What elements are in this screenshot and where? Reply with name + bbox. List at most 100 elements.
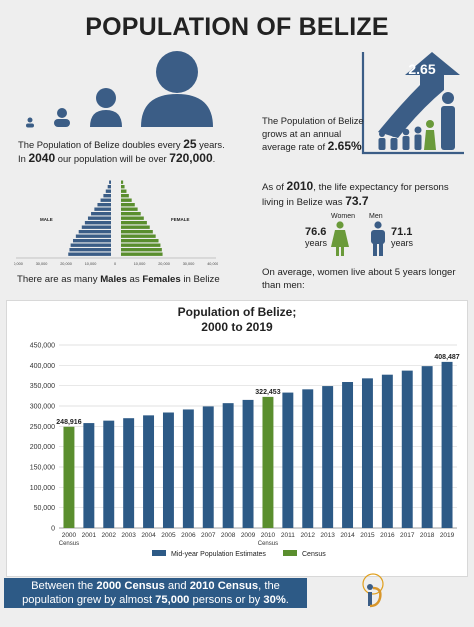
pyramid-male-bar [73,239,111,243]
chart-bar-estimate [322,386,334,528]
life-footnote: On average, women live about 5 years lon… [262,267,456,291]
banner-text-a: Between the [31,580,97,592]
chart-x-tick-label: 2004 [141,532,156,539]
pyramid-male-bar [84,221,111,225]
chart-x-tick-label: 2011 [281,532,295,539]
pyramid-male-bar [105,189,111,193]
pyramid-caption-a: There are as many [17,274,101,285]
pyramid-tick-label: 0 [114,262,116,266]
pyramid-male-bar [78,230,111,234]
doubling-text-b: years. [196,139,225,150]
pyramid-tick-label: 20,000 [158,262,170,266]
chart-data-label: 322,453 [255,389,280,396]
life-text: As of 2010, the life expectancy for pers… [262,180,467,209]
chart-title-line2: 2000 to 2019 [201,320,273,334]
chart-x-tick-label: 2005 [161,532,176,539]
life-value: 73.7 [345,193,369,208]
pyramid-male-label: MALE [40,217,53,222]
growth-arrow-icon: 2.65 [361,52,464,155]
doubling-year: 2040 [28,150,56,165]
pyramid-male-bar [87,216,111,220]
chart-bar-estimate [421,366,433,528]
chart-bar-estimate [381,374,393,528]
women-life-value: 76.6 years [305,227,327,249]
pyramid-female-bar [121,189,127,193]
banner-text-c: , the population grew by almost [22,580,280,606]
chart-y-tick-label: 450,000 [30,343,55,350]
pyramid-female-bar [121,248,162,252]
chart-x-sublabel: Census [59,541,79,547]
men-label: Men [369,213,383,220]
doubling-text-d: our population will be over [55,152,170,164]
doubling-years: 25 [183,137,197,151]
chart-x-tick-label: 2009 [241,532,256,539]
pyramid-caption-b: as [126,274,143,285]
banner-pct: 30% [263,593,286,606]
pyramid-female-bar [121,185,125,189]
chart-bar-census [262,396,274,528]
chart-bar-census [63,426,75,528]
growth-rate: 2.65% [327,139,362,153]
pyramid-caption-c: in Belize [180,274,220,285]
chart-x-tick-label: 2015 [360,532,375,539]
pyramid-female-bar [121,194,129,198]
doubling-population: 720,000 [169,150,213,165]
growth-text-a: The Population of Belize grows at an ann… [262,115,364,152]
pyramid-male-bar [100,198,111,202]
pyramid-tick-label: 30,000 [183,262,195,266]
pyramid-tick-label: 10,000 [134,262,146,266]
chart-y-tick-label: 200,000 [30,444,55,451]
pyramid-male-bar [97,203,111,207]
women-life-years: years [305,238,328,248]
chart-x-tick-label: 2018 [420,532,435,539]
chart-y-tick-label: 350,000 [30,383,55,390]
chart-bar-estimate [242,399,254,528]
chart-bar-estimate [162,412,174,528]
pyramid-male-bar [81,225,111,229]
chart-bar-estimate [441,361,453,528]
chart-title-line1: Population of Belize; [178,305,297,319]
pyramid-male-bar [70,243,111,247]
life-text-a: As of [262,182,287,193]
population-bar-chart: Population of Belize;2000 to 2019 0 50,000… [30,305,460,558]
pyramid-male-bar [107,185,111,189]
chart-x-tick-label: 2001 [82,532,97,539]
banner-growth: 75,000 [155,593,190,606]
doubling-text-a: The Population of Belize doubles every [18,139,184,150]
chart-bar-estimate [302,389,314,528]
chart-bar-estimate [342,382,354,528]
pyramid-female-label: FEMALE [171,217,190,222]
men-life-number: 71.1 [391,226,413,238]
chart-x-tick-label: 2000 [62,532,77,539]
chart-y-tick-label: 250,000 [30,424,55,431]
men-life-value: 71.1 years [391,227,413,249]
women-life-number: 76.6 [305,226,327,238]
pyramid-tick-label: 30,000 [36,262,48,266]
pyramid-tick-label: 10,000 [85,262,97,266]
pyramid-female-bar [121,234,156,238]
chart-bar-estimate [143,415,155,528]
doubling-text-c: In [18,152,29,164]
growth-arrow-label: 2.65 [408,61,435,77]
chart-bar-estimate [361,378,373,528]
woman-icon [331,221,349,256]
pyramid-male-bar [94,207,111,211]
pyramid-female-bar [121,221,147,225]
pyramid-male-bar [75,234,111,238]
chart-x-tick-label: 2006 [181,532,196,539]
chart-y-tick-label: 50,000 [34,505,56,512]
chart-data-label: 408,487 [434,354,459,361]
life-text-b: , the life expectancy for persons living… [262,182,449,208]
chart-x-tick-label: 2007 [201,532,216,539]
chart-x-tick-label: 2013 [320,532,335,539]
chart-legend-census: Census [302,551,326,558]
doubling-text: The Population of Belize doubles every 2… [18,138,248,165]
chart-bar-estimate [202,406,214,528]
pyramid-male-bar [91,212,111,216]
chart-y-tick-label: 0 [51,526,55,533]
chart-bar-estimate [282,392,294,528]
chart-x-tick-label: 2008 [221,532,236,539]
chart-x-tick-label: 2003 [121,532,136,539]
chart-x-tick-label: 2016 [380,532,395,539]
pyramid-caption: There are as many Males as Females in Be… [17,274,257,287]
